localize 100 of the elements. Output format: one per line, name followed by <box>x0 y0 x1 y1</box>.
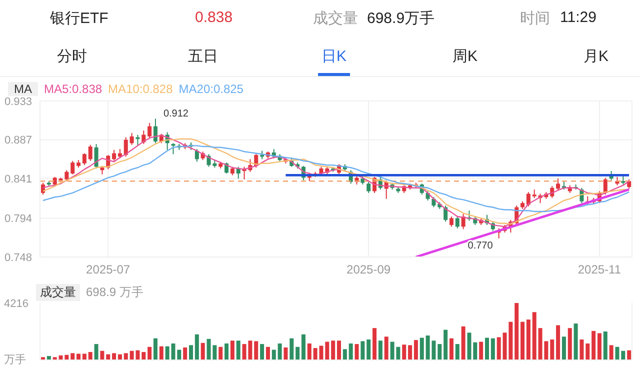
bar <box>224 343 229 360</box>
text: MA20:0.825 <box>178 82 244 96</box>
bar <box>603 332 608 360</box>
y-tick-label: 0.841 <box>4 173 32 186</box>
candlestick <box>366 181 371 194</box>
bar <box>408 345 412 360</box>
bar <box>307 343 312 360</box>
bar <box>490 338 495 360</box>
text: 0.838 <box>195 9 233 26</box>
text: 成交量 <box>313 9 358 28</box>
bar <box>278 343 282 360</box>
line-series <box>42 145 630 212</box>
bar <box>532 312 536 360</box>
bar <box>112 353 116 360</box>
candlestick <box>444 205 448 222</box>
candlestick <box>112 149 116 162</box>
bar <box>372 328 377 360</box>
text: MA5:0.838 <box>44 82 102 96</box>
y-tick-label: 0.748 <box>4 252 32 264</box>
bar <box>284 347 288 360</box>
text: 周K <box>451 47 478 66</box>
text: 银行ETF <box>50 9 108 28</box>
bar <box>189 345 193 360</box>
candlestick <box>153 118 158 144</box>
chart-subtitle: 698.9 万手 <box>86 284 144 301</box>
bar <box>348 343 353 360</box>
bar <box>354 344 359 360</box>
bar <box>592 330 596 360</box>
chart-title: 成交量 <box>36 284 80 301</box>
bar <box>296 346 300 360</box>
bar <box>366 339 371 360</box>
bar <box>615 346 620 360</box>
candlestick <box>82 152 86 166</box>
bar <box>568 328 572 360</box>
candlestick <box>621 174 626 185</box>
bar <box>194 334 199 360</box>
bar <box>574 324 578 360</box>
bar <box>331 340 336 360</box>
bar <box>153 338 158 360</box>
bar <box>100 350 104 360</box>
bar <box>142 352 146 360</box>
bar <box>449 338 454 360</box>
text: 五日 <box>187 47 219 66</box>
bar <box>70 353 75 360</box>
x-tick-label: 2025-11 <box>578 262 622 277</box>
candlestick <box>449 216 454 228</box>
candlestick <box>360 174 365 185</box>
bar <box>325 342 330 360</box>
bar <box>514 303 519 360</box>
bar <box>496 337 501 360</box>
candlestick <box>130 132 134 146</box>
candlestick <box>556 178 560 191</box>
x-tick-label: 2025-07 <box>86 262 130 277</box>
y-tick-label: 0.933 <box>4 96 32 108</box>
bar <box>148 346 152 360</box>
bar <box>177 350 182 360</box>
bar <box>621 350 626 360</box>
bar <box>438 344 442 360</box>
bar <box>485 338 489 360</box>
candlestick <box>94 144 98 169</box>
bar <box>76 354 81 360</box>
bar <box>526 320 530 360</box>
bar <box>254 341 258 360</box>
bar <box>82 354 86 360</box>
bar <box>455 344 460 360</box>
bar <box>520 322 525 360</box>
bar <box>444 330 448 360</box>
bar <box>337 340 341 360</box>
bar <box>586 343 590 360</box>
x-tick-label: 2025-09 <box>346 262 391 277</box>
bar <box>467 332 472 360</box>
bar <box>183 347 188 360</box>
bar <box>236 340 240 360</box>
text: 月K <box>582 47 610 66</box>
bar <box>94 344 98 360</box>
bar <box>461 326 466 360</box>
bar <box>384 336 388 360</box>
bar <box>473 342 478 360</box>
bar <box>88 352 92 360</box>
bar <box>414 340 418 360</box>
text: 分时 <box>56 47 88 66</box>
y-tick-label: 0.794 <box>4 213 32 226</box>
bar <box>218 346 223 360</box>
candlestick <box>124 136 128 158</box>
candlestick <box>70 160 75 175</box>
bar <box>479 342 484 360</box>
candlestick <box>455 216 460 229</box>
bar <box>580 339 584 360</box>
bar <box>342 349 347 360</box>
bar <box>200 342 205 360</box>
bar <box>301 334 306 360</box>
bar <box>627 350 632 360</box>
text: 时间 <box>520 9 550 28</box>
bar <box>159 346 164 360</box>
annotation: 0.770 <box>468 240 494 252</box>
bar <box>266 346 270 360</box>
y-axis-title: 万手 <box>4 353 26 367</box>
bar <box>360 341 365 360</box>
bar <box>609 345 614 360</box>
bar <box>260 344 264 360</box>
